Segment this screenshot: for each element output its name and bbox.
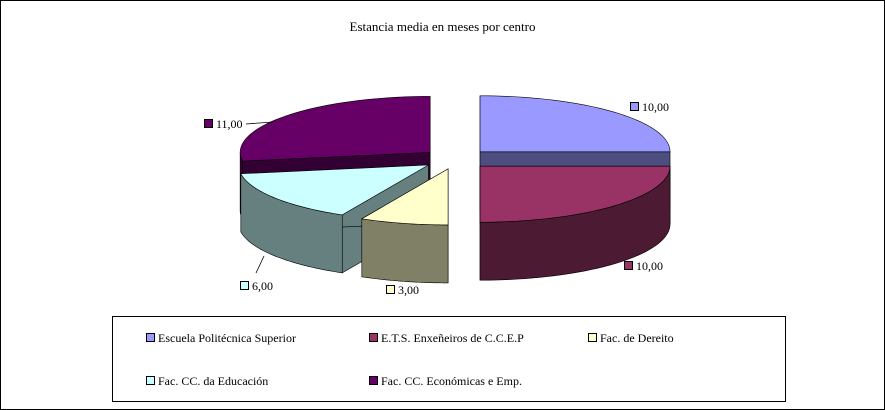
label-swatch bbox=[240, 281, 249, 290]
legend-item-0: Escuela Politécnica Superior bbox=[146, 331, 296, 346]
slice-top-4 bbox=[239, 96, 431, 162]
label-swatch bbox=[624, 261, 633, 270]
slice-top-0 bbox=[479, 95, 671, 153]
data-label-2: 3,00 bbox=[386, 283, 419, 298]
data-label-4: 11,00 bbox=[204, 117, 243, 132]
legend-swatch bbox=[369, 333, 378, 342]
data-label-0: 10,00 bbox=[630, 100, 669, 115]
legend-swatch bbox=[588, 333, 597, 342]
leader-line-3 bbox=[255, 255, 265, 274]
label-swatch bbox=[630, 102, 639, 111]
pie-plot bbox=[239, 95, 671, 284]
legend-item-1: E.T.S. Enxeñeiros de C.C.E.P bbox=[369, 331, 524, 346]
label-swatch bbox=[386, 285, 395, 294]
data-label-3: 6,00 bbox=[240, 279, 273, 294]
legend: Escuela Politécnica Superior E.T.S. Enxe… bbox=[112, 316, 786, 402]
legend-item-2: Fac. de Dereito bbox=[588, 331, 674, 346]
data-label-1: 10,00 bbox=[624, 259, 663, 274]
legend-swatch bbox=[146, 333, 155, 342]
leader-line-4 bbox=[245, 121, 274, 125]
legend-item-3: Fac. CC. da Educación bbox=[146, 374, 268, 389]
legend-swatch bbox=[369, 376, 378, 385]
slice-top-2 bbox=[360, 168, 449, 226]
label-swatch bbox=[204, 119, 213, 128]
slice-side-2 bbox=[361, 218, 449, 284]
legend-item-4: Fac. CC. Económicas e Emp. bbox=[369, 374, 522, 389]
slice-top-3 bbox=[240, 164, 429, 216]
slice-top-1 bbox=[479, 165, 671, 223]
legend-swatch bbox=[146, 376, 155, 385]
chart-title: Estancia media en meses por centro bbox=[349, 19, 536, 34]
